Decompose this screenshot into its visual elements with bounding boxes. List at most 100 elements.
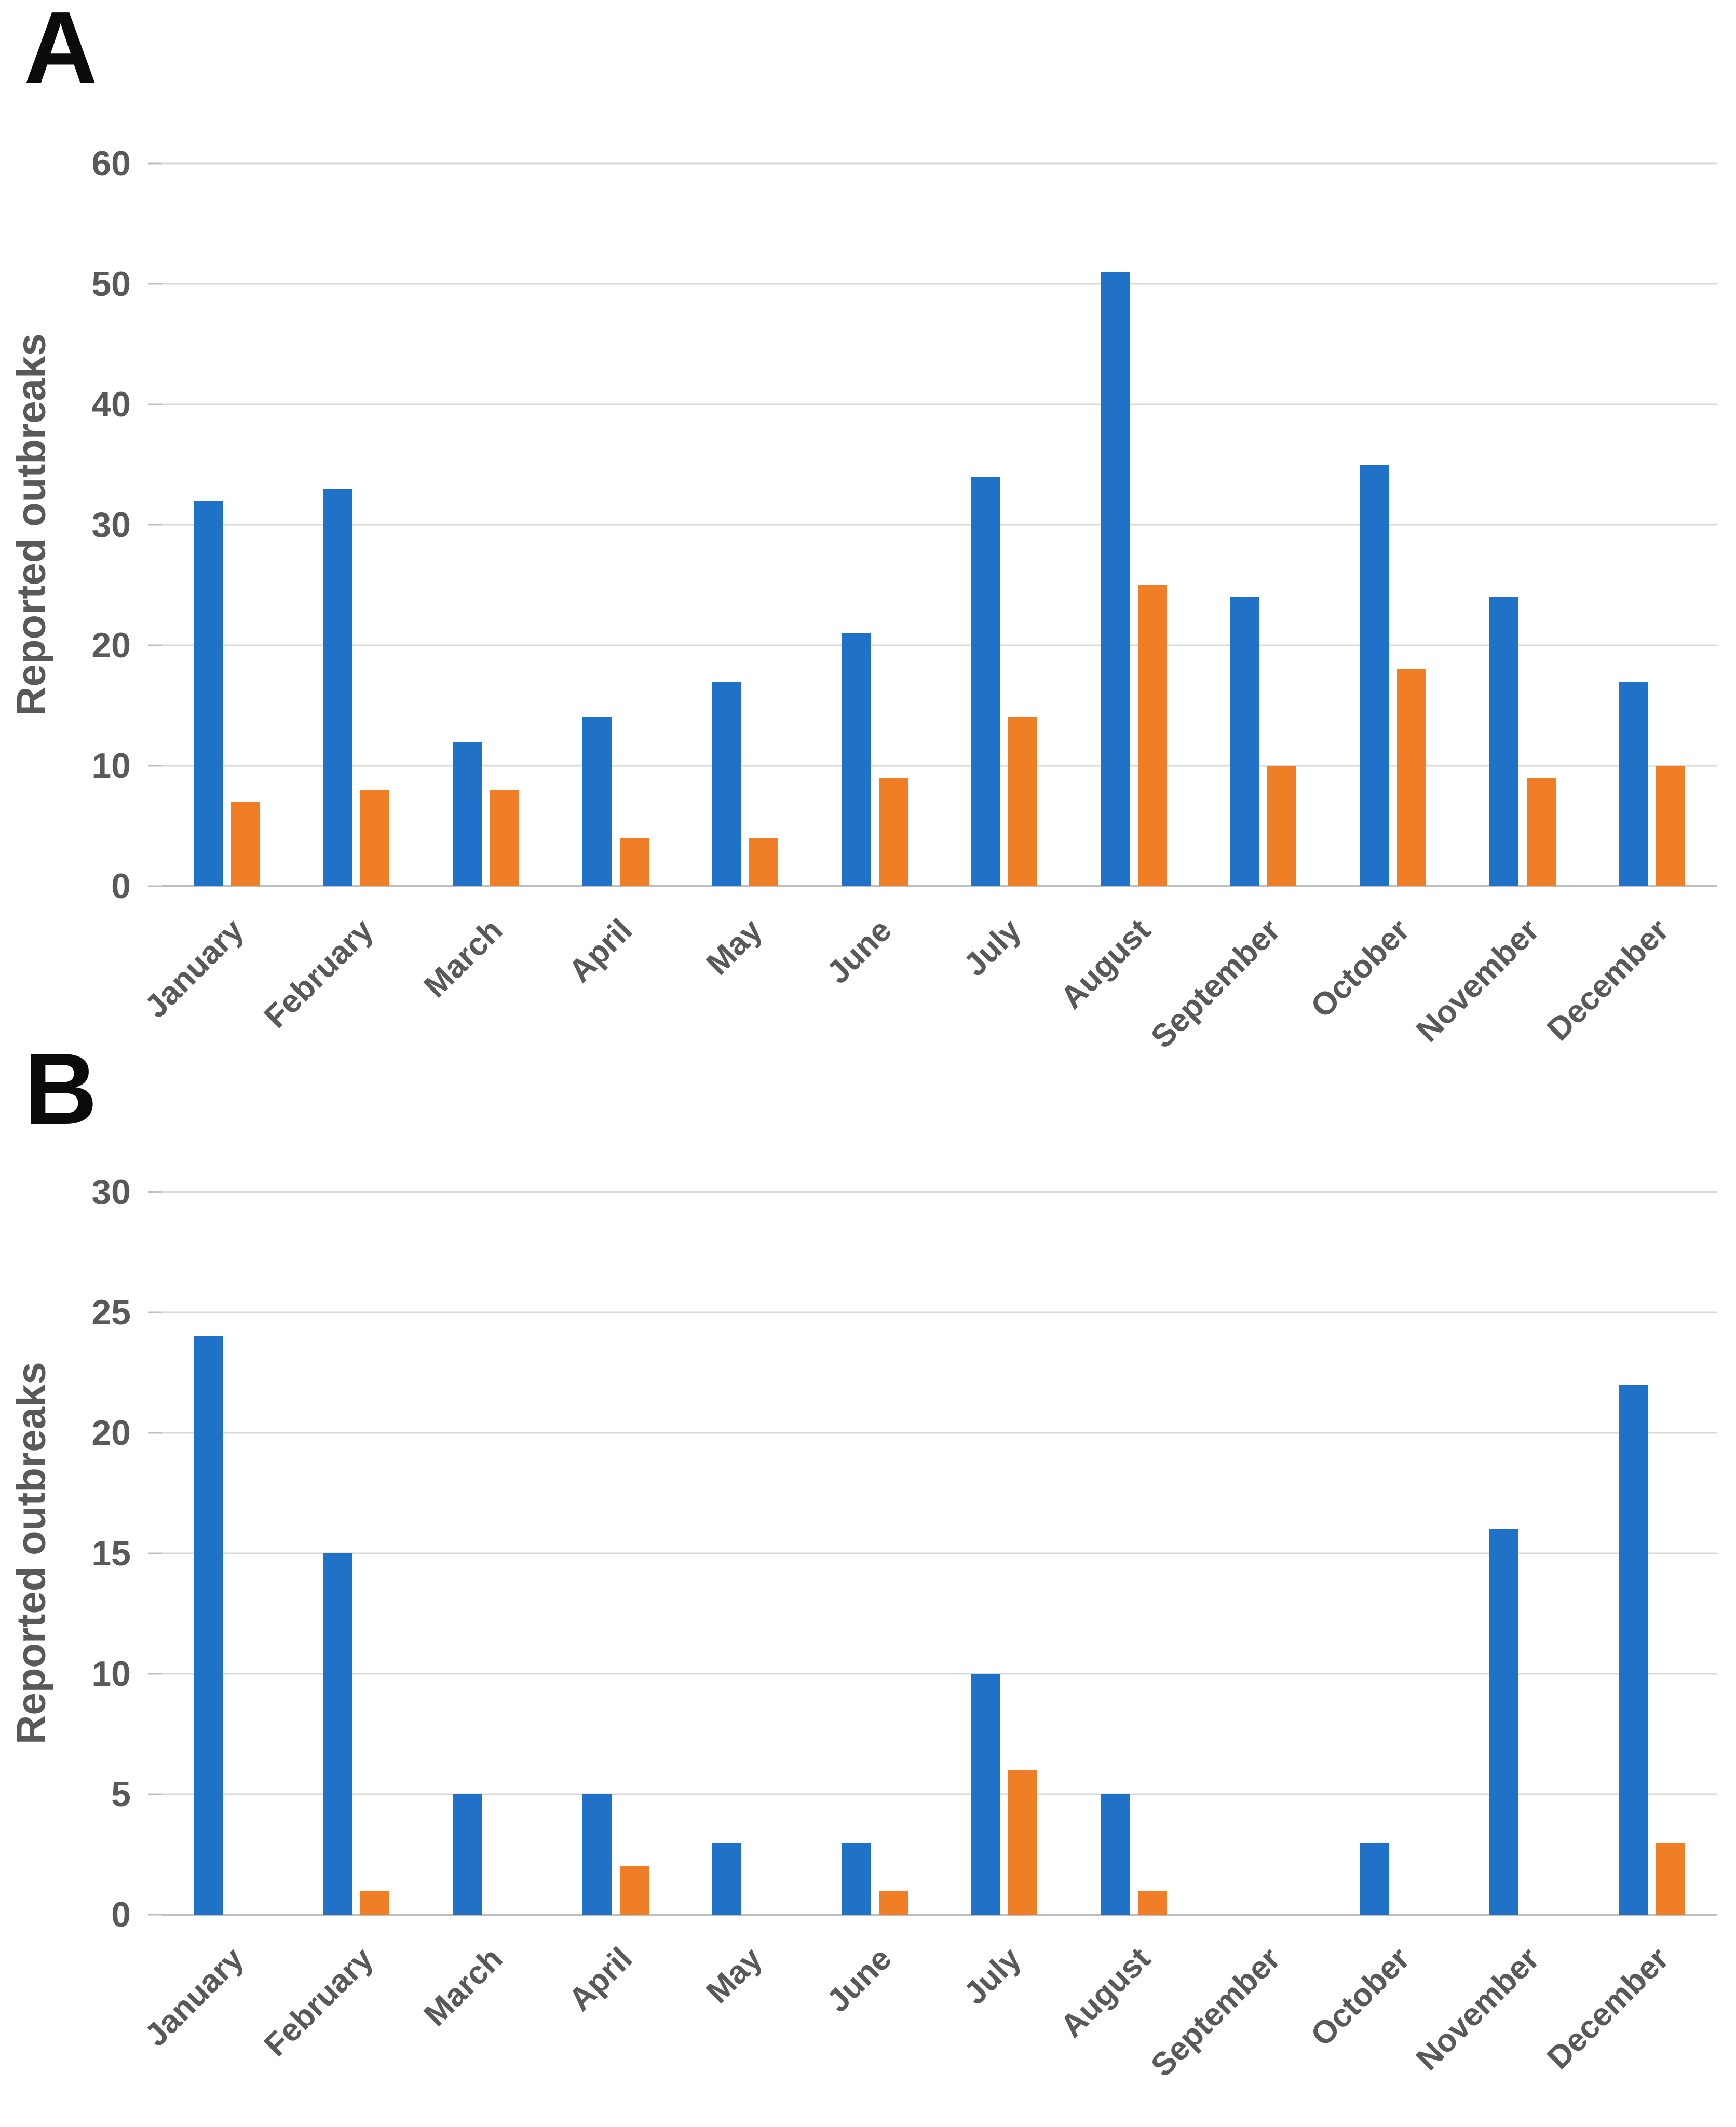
x-label-october: October [1304,912,1417,1025]
x-label-may: May [699,912,769,982]
bar-blue-august [1100,1794,1130,1915]
x-axis-line [162,885,1717,887]
gridline-30 [162,524,1717,526]
bar-orange-august [1137,585,1167,886]
y-tick-label-40: 40 [91,385,131,424]
month-group-january [162,1192,292,1915]
x-label-september: September [1144,912,1287,1055]
bar-orange-october [1396,669,1426,886]
y-tick-label-10: 10 [91,746,131,785]
gridline-25 [162,1311,1717,1313]
bars-a [162,164,1717,886]
plot-area-b [148,1191,1717,1916]
bar-blue-november [1489,597,1518,886]
month-group-september [1199,1192,1328,1915]
month-group-february [292,164,422,886]
y-tick-label-0: 0 [111,866,131,906]
month-group-december [1587,164,1717,886]
x-label-april: April [562,1941,640,2018]
x-label-june: June [820,912,899,991]
plot-area-a [148,162,1717,887]
bar-blue-october [1359,1842,1389,1915]
y-tick-mark-30 [148,1191,162,1193]
x-label-july: July [957,912,1028,983]
bar-orange-july [1008,717,1038,886]
month-group-april [551,164,681,886]
bar-orange-december [1656,766,1686,886]
month-group-february [292,1192,422,1915]
y-tick-label-15: 15 [91,1534,131,1573]
y-tick-mark-20 [148,644,162,646]
x-label-october: October [1304,1941,1417,2054]
x-axis-line [162,1914,1717,1916]
bar-blue-january [193,500,223,886]
y-tick-label-60: 60 [91,144,131,183]
bar-blue-april [582,1794,612,1915]
bar-orange-september [1267,766,1297,886]
y-tick-mark-60 [148,162,162,165]
month-group-september [1199,164,1328,886]
x-label-august: August [1054,912,1158,1016]
month-group-june [810,164,940,886]
y-tick-mark-40 [148,403,162,405]
x-label-march: March [417,1941,510,2034]
month-group-august [1069,1192,1199,1915]
x-label-may: May [699,1941,769,2011]
bar-blue-august [1100,272,1130,886]
y-tick-mark-0 [148,1914,162,1916]
y-tick-label-0: 0 [111,1895,131,1934]
bar-blue-february [323,489,352,886]
bar-orange-november [1526,778,1556,886]
y-tick-label-20: 20 [91,626,131,665]
month-group-october [1328,164,1458,886]
month-group-october [1328,1192,1458,1915]
gridline-10 [162,1673,1717,1675]
y-tick-label-20: 20 [91,1413,131,1453]
x-axis-labels-b: January February March April May June July Augu… [138,1918,1717,2123]
month-group-december [1587,1192,1717,1915]
y-tick-mark-30 [148,524,162,526]
y-tick-mark-10 [148,765,162,767]
bar-blue-december [1619,681,1648,886]
x-label-august: August [1054,1941,1158,2044]
y-tick-mark-25 [148,1311,162,1313]
x-label-december: December [1540,912,1676,1048]
bar-blue-june [841,1842,871,1915]
y-tick-mark-0 [148,885,162,887]
gridline-20 [162,644,1717,646]
x-label-july: July [957,1941,1028,2012]
bar-blue-march [452,1794,482,1915]
x-label-november: November [1409,912,1547,1049]
bar-orange-august [1137,1890,1167,1915]
bar-blue-july [971,477,1000,886]
bar-orange-june [878,778,908,886]
y-tick-label-30: 30 [91,505,131,545]
x-label-january: January [138,1941,251,2054]
bar-blue-may [712,1842,741,1915]
x-label-december: December [1540,1941,1676,2076]
month-group-july [939,1192,1069,1915]
y-tick-mark-10 [148,1673,162,1675]
y-tick-mark-5 [148,1793,162,1795]
x-label-march: March [417,912,510,1005]
x-label-november: November [1409,1941,1547,2078]
x-label-september: September [1144,1941,1287,2084]
y-tick-label-50: 50 [91,264,131,304]
y-tick-mark-15 [148,1552,162,1554]
bar-blue-october [1359,465,1389,886]
bar-blue-january [193,1336,223,1915]
y-tick-label-30: 30 [91,1172,131,1212]
bar-orange-april [619,838,649,886]
x-label-february: February [257,1941,381,2064]
panel-b-label: B [24,1032,98,1146]
month-group-november [1458,164,1588,886]
month-group-march [421,164,551,886]
month-group-may [680,164,810,886]
month-group-august [1069,164,1199,886]
month-group-january [162,164,292,886]
bar-blue-march [452,741,482,886]
bar-orange-february [360,790,390,886]
month-group-june [810,1192,940,1915]
bar-blue-february [323,1553,352,1915]
